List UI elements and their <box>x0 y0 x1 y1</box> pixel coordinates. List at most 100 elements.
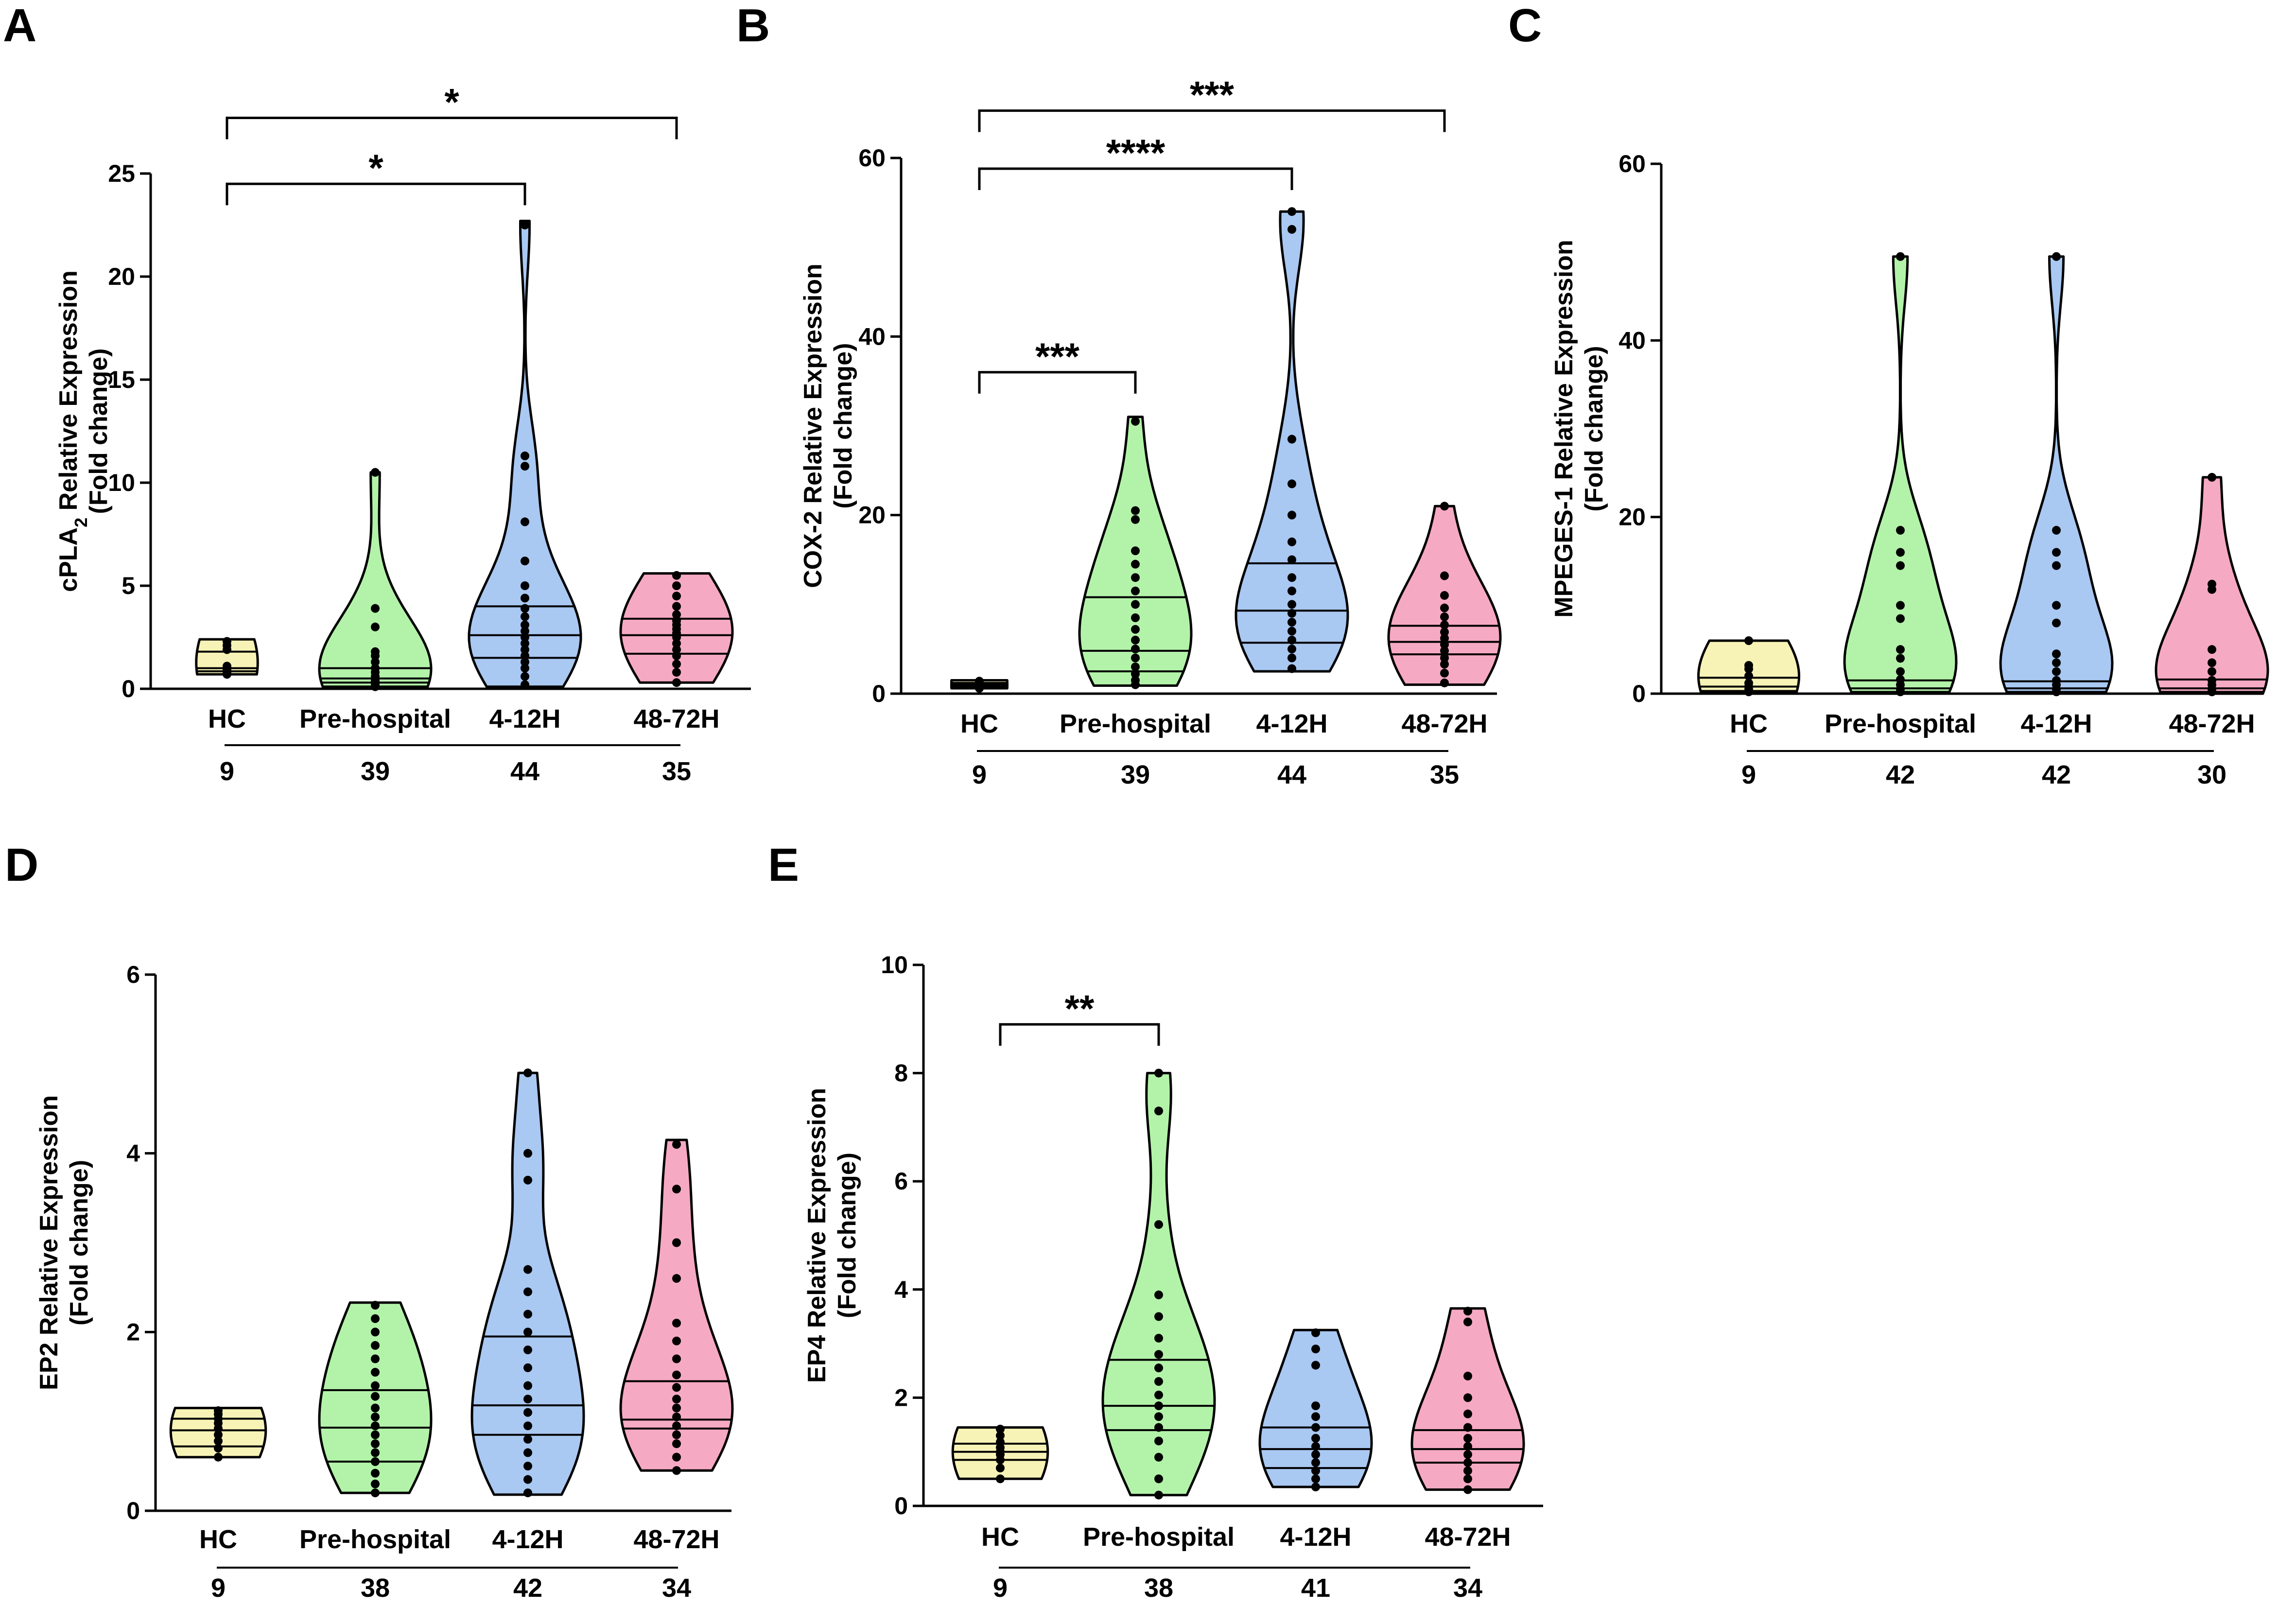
data-point <box>1287 225 1296 234</box>
data-point <box>1131 600 1140 609</box>
sample-size-label: 39 <box>1121 760 1150 789</box>
data-point <box>1154 1350 1163 1359</box>
data-point <box>521 651 529 661</box>
data-point <box>371 1328 380 1337</box>
data-point <box>1311 1442 1320 1451</box>
data-point <box>1896 548 1905 557</box>
data-point <box>1440 640 1449 649</box>
violin-hc <box>195 638 259 676</box>
y-tick-label: 0 <box>1632 680 1646 707</box>
category-label: Pre-hospital <box>299 1525 451 1554</box>
data-point <box>1440 620 1449 629</box>
data-point <box>521 221 529 229</box>
data-point <box>1131 613 1140 622</box>
sample-size-label: 9 <box>972 760 987 789</box>
data-point <box>1896 667 1905 676</box>
data-point <box>1287 207 1296 216</box>
panel-label: C <box>1508 0 1542 52</box>
data-point <box>1154 1436 1163 1446</box>
data-point <box>1131 635 1140 645</box>
data-point <box>1154 1363 1163 1373</box>
data-point <box>1287 664 1296 673</box>
data-point <box>371 1430 380 1439</box>
data-point <box>371 468 380 477</box>
data-point <box>523 1363 532 1372</box>
data-point <box>521 462 529 471</box>
data-point <box>1440 660 1449 669</box>
data-point <box>672 1452 681 1462</box>
y-axis-label-unit: (Fold change) <box>65 1160 93 1326</box>
data-point <box>1440 571 1449 580</box>
data-point <box>2208 472 2216 482</box>
y-axis-label: COX-2 Relative Expression <box>799 263 827 588</box>
data-point <box>1154 1452 1163 1462</box>
data-point <box>521 517 529 526</box>
data-point <box>996 1424 1005 1433</box>
data-point <box>1463 1442 1472 1451</box>
y-tick-label: 4 <box>126 1140 140 1167</box>
data-point <box>523 1408 532 1417</box>
data-point <box>523 1448 532 1457</box>
data-point <box>1463 1485 1472 1494</box>
y-axis-label-part: Relative Expression <box>54 270 83 518</box>
data-point <box>1440 591 1449 600</box>
data-point <box>1287 627 1296 636</box>
data-point <box>1463 1433 1472 1443</box>
data-point <box>214 1444 223 1453</box>
data-point <box>672 1140 681 1149</box>
data-point <box>371 1448 380 1457</box>
data-point <box>371 1439 380 1449</box>
data-point <box>1311 1483 1320 1492</box>
data-point <box>1131 653 1140 663</box>
data-point <box>1463 1458 1472 1467</box>
data-point <box>214 1452 223 1462</box>
data-point <box>672 592 681 601</box>
data-point <box>1311 1466 1320 1475</box>
data-point <box>2052 658 2061 667</box>
sample-size-label: 39 <box>361 757 390 786</box>
y-axis-label-subscript: 2 <box>71 518 91 527</box>
data-point <box>672 1274 681 1283</box>
data-point <box>1311 1450 1320 1459</box>
violin-4-12h <box>1999 255 2114 695</box>
category-label: 48-72H <box>1401 709 1487 738</box>
category-label: Pre-hospital <box>1060 709 1211 738</box>
y-axis-label-unit: (Fold change) <box>85 349 113 514</box>
data-point <box>371 1457 380 1466</box>
data-point <box>672 571 681 580</box>
data-point <box>2208 667 2216 676</box>
data-point <box>521 657 529 666</box>
data-point <box>996 1464 1005 1473</box>
significance-label: * <box>444 81 459 123</box>
sample-size-label: 9 <box>220 757 234 786</box>
data-point <box>371 647 380 656</box>
data-point <box>523 1345 532 1355</box>
panel-C: C 0 20 40 60 MPEGES-1 Relative Expression (Fol… <box>1508 0 2269 789</box>
category-label: HC <box>199 1525 237 1554</box>
data-point <box>672 616 681 626</box>
data-point <box>1896 645 1905 654</box>
data-point <box>1154 1474 1163 1484</box>
sample-size-label: 42 <box>513 1573 542 1603</box>
data-point <box>523 1068 532 1078</box>
significance-bracket <box>999 1023 1160 1046</box>
data-point <box>1463 1423 1472 1432</box>
sample-size-label: 9 <box>993 1573 1008 1603</box>
data-point <box>1154 1390 1163 1399</box>
data-point <box>2052 561 2061 570</box>
data-point <box>2052 252 2061 261</box>
data-point <box>996 1437 1005 1447</box>
data-point <box>1287 653 1296 663</box>
category-label: HC <box>1730 709 1768 738</box>
data-point <box>1311 1328 1320 1337</box>
data-point <box>1744 671 1753 681</box>
sample-size-label: 38 <box>1144 1573 1173 1603</box>
data-point <box>672 602 681 611</box>
data-point <box>371 1381 380 1390</box>
data-point <box>672 660 681 669</box>
data-point <box>672 1430 681 1439</box>
y-tick-label: 4 <box>894 1276 908 1303</box>
y-axis-label: MPEGES-1 Relative Expression <box>1550 240 1578 617</box>
y-axis-label-unit: (Fold change) <box>833 1153 861 1318</box>
